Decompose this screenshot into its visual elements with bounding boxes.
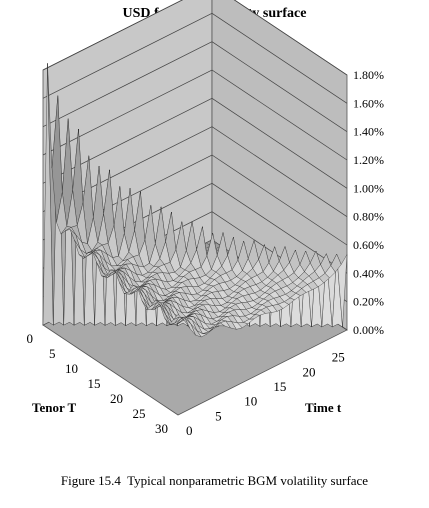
figure-number: Figure 15.4 [61, 473, 121, 488]
time-tick-label: 20 [303, 364, 316, 379]
time-tick-label: 25 [332, 350, 345, 365]
z-tick-label: 1.00% [353, 181, 384, 195]
tenor-tick-label: 20 [110, 391, 123, 406]
time-tick-label: 5 [215, 408, 222, 423]
tenor-tick-label: 25 [133, 406, 146, 421]
z-tick-label: 1.20% [353, 153, 384, 167]
tenor-tick-label: 15 [88, 376, 101, 391]
z-tick-label: 0.60% [353, 238, 384, 252]
time-axis-label: Time t [305, 400, 342, 415]
z-tick-label: 1.40% [353, 125, 384, 139]
tenor-tick-label: 0 [27, 331, 34, 346]
z-tick-label: 0.80% [353, 210, 384, 224]
tenor-tick-label: 30 [155, 421, 168, 436]
time-tick-label: 0 [186, 423, 193, 438]
z-tick-label: 0.00% [353, 323, 384, 337]
tenor-tick-label: 10 [65, 361, 78, 376]
tenor-axis-label: Tenor T [32, 400, 77, 415]
time-tick-label: 10 [244, 394, 257, 409]
z-tick-label: 0.20% [353, 295, 384, 309]
z-tick-label: 0.40% [353, 266, 384, 280]
tenor-tick-label: 5 [49, 346, 56, 361]
figure-caption: Figure 15.4 Typical nonparametric BGM vo… [0, 473, 429, 489]
figure-caption-text: Typical nonparametric BGM volatility sur… [127, 473, 368, 488]
z-tick-label: 1.80% [353, 68, 384, 82]
z-tick-label: 1.60% [353, 96, 384, 110]
time-tick-label: 15 [273, 379, 286, 394]
surface-plot: 1.80% 1.60% 1.40% 1.20% 1.00% 0.80% 0.60% 0.40%… [0, 0, 429, 470]
